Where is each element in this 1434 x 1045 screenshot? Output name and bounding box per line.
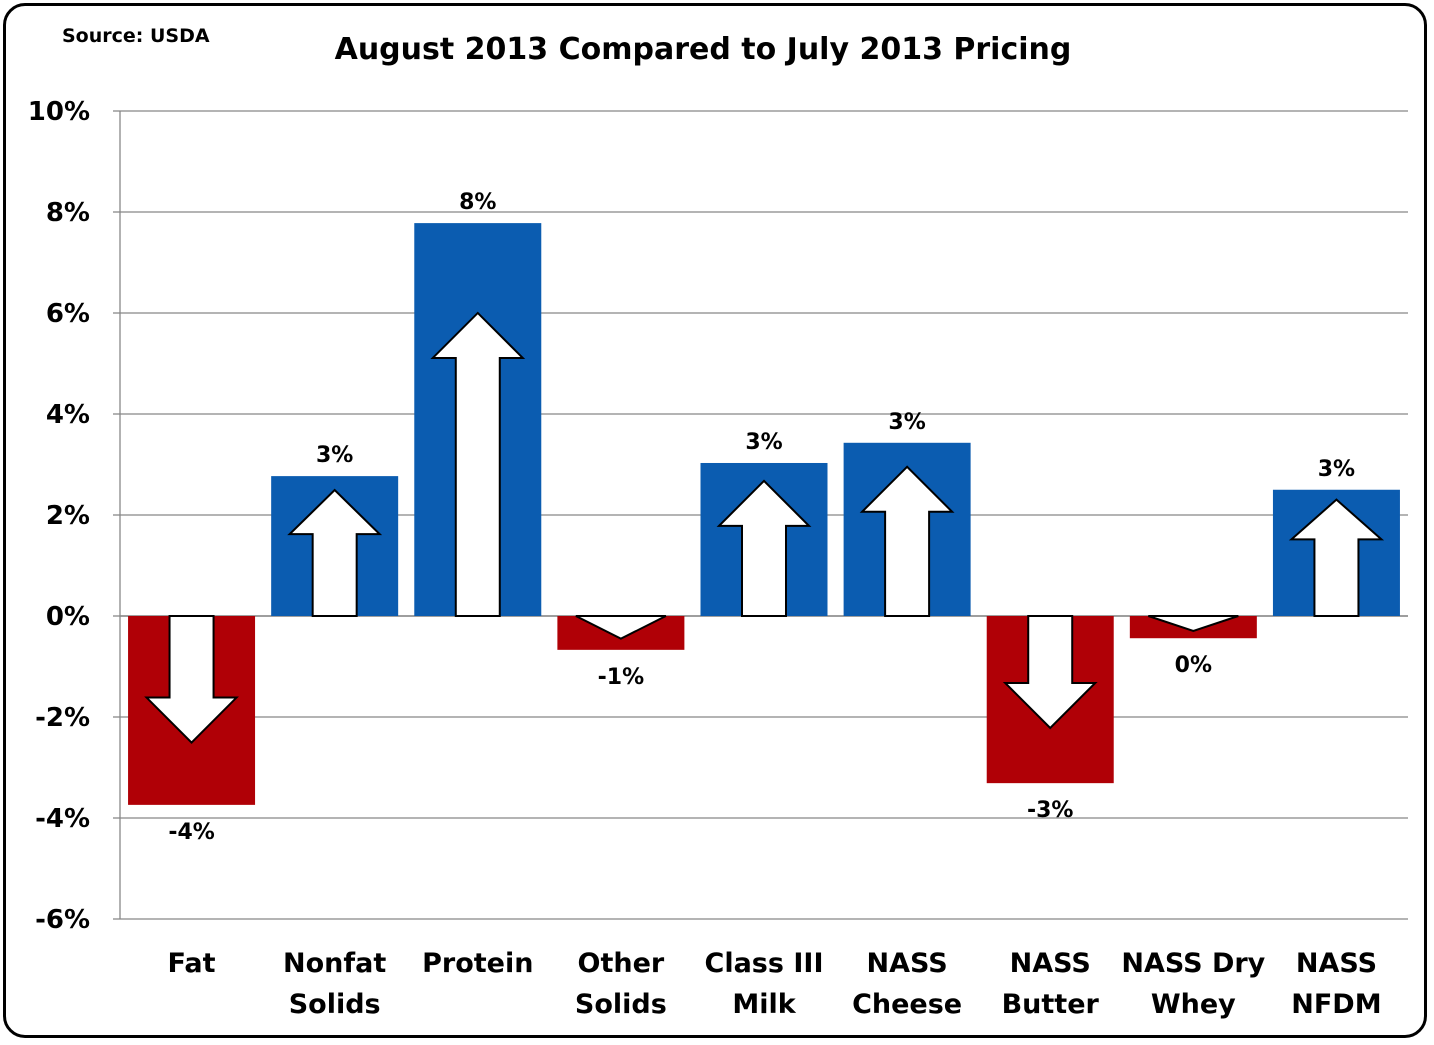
- x-tick-label: Fat: [168, 948, 216, 979]
- arrow-up-icon: [1288, 498, 1385, 617]
- data-label: 3%: [745, 430, 782, 455]
- data-label: -3%: [1027, 798, 1073, 823]
- x-tick-label: NASS: [1010, 948, 1091, 979]
- chart-title: August 2013 Compared to July 2013 Pricin…: [335, 32, 1072, 67]
- y-tick-label: 0%: [46, 602, 90, 632]
- arrow-down-icon: [1002, 615, 1098, 730]
- y-tick-label: 6%: [46, 299, 90, 329]
- data-label: -1%: [598, 665, 644, 690]
- x-tick-label: NFDM: [1291, 989, 1381, 1020]
- y-tick-label: -2%: [35, 703, 90, 733]
- x-tick-label: Nonfat: [283, 948, 386, 979]
- arrow-down-icon: [144, 615, 239, 744]
- x-tick-label: Butter: [1002, 989, 1100, 1020]
- y-tick-label: 2%: [46, 501, 90, 531]
- arrow-up-icon: [430, 311, 526, 617]
- x-tick-label: Milk: [732, 989, 796, 1020]
- x-tick-label: NASS: [867, 948, 948, 979]
- x-tick-label: Solids: [575, 989, 667, 1020]
- x-tick-label: Class III: [705, 948, 824, 979]
- x-tick-label: NASS: [1296, 948, 1377, 979]
- arrow-up-icon: [716, 479, 812, 617]
- data-label: 3%: [316, 443, 353, 468]
- x-tick-label: Whey: [1151, 989, 1236, 1020]
- y-tick-label: 10%: [28, 97, 90, 127]
- data-label: 0%: [1175, 653, 1212, 678]
- x-tick-label: Solids: [289, 989, 381, 1020]
- y-tick-label: -6%: [35, 905, 90, 935]
- source-note: Source: USDA: [62, 25, 210, 47]
- arrow-up-icon: [859, 465, 955, 617]
- x-tick-label: NASS Dry: [1121, 948, 1265, 979]
- data-label: -4%: [168, 820, 214, 845]
- y-tick-label: 8%: [46, 198, 90, 228]
- x-tick-label: Cheese: [852, 989, 962, 1020]
- data-label: 3%: [888, 410, 925, 435]
- y-tick-label: 4%: [46, 400, 90, 430]
- data-label: 8%: [459, 190, 496, 215]
- arrow-down-icon: [575, 615, 667, 640]
- data-label: 3%: [1318, 457, 1355, 482]
- y-tick-label: -4%: [35, 804, 90, 834]
- arrow-up-icon: [287, 488, 383, 617]
- x-tick-label: Protein: [422, 948, 533, 979]
- arrow-down-icon: [1148, 615, 1239, 632]
- x-tick-label: Other: [578, 948, 665, 979]
